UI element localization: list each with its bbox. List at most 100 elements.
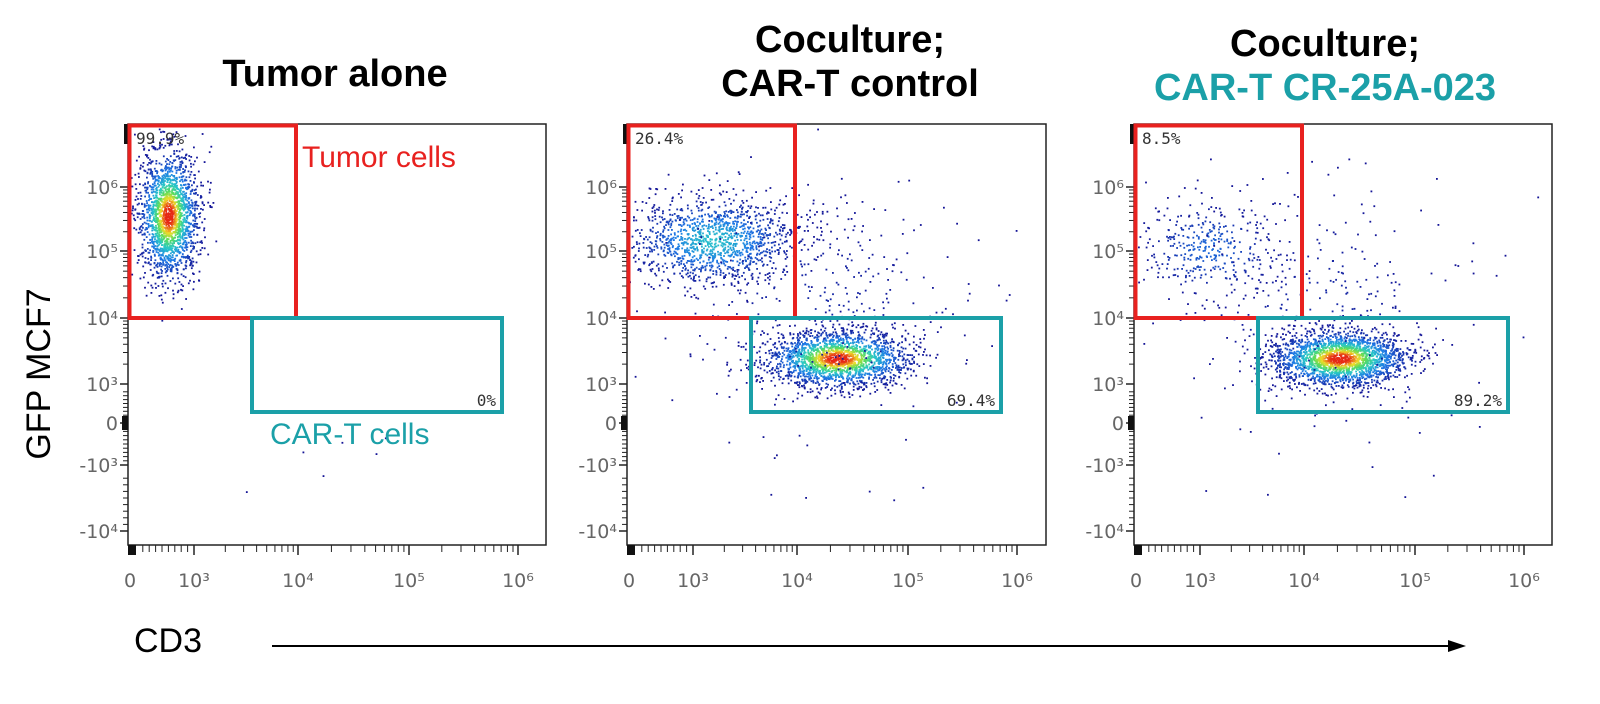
event-dot [732,256,735,258]
event-dot [751,272,754,275]
event-dot [784,258,787,260]
event-dot [912,370,915,373]
event-dot [144,186,146,189]
event-dot [776,354,779,357]
event-dot [177,155,180,157]
event-dot [170,258,172,261]
event-dot [758,224,761,227]
event-dot [208,151,211,154]
event-dot [708,215,711,217]
event-dot [877,348,880,350]
event-dot [764,279,767,282]
event-dot [154,240,156,243]
event-dot [761,260,764,263]
event-dot [184,219,186,221]
event-dot [188,204,191,207]
event-dot [172,186,175,188]
event-dot [860,340,863,343]
event-dot [199,249,202,252]
event-dot [752,231,754,234]
event-dot [187,257,189,260]
event-dot [673,213,676,215]
event-dot [803,357,806,360]
event-dot [176,224,178,227]
event-dot [182,255,185,258]
event-dot [855,371,857,374]
event-dot [704,269,707,272]
event-dot [885,334,888,337]
event-dot [184,178,186,181]
event-dot [146,248,149,250]
event-dot [182,200,185,202]
event-dot [648,197,651,199]
event-dot [642,261,645,264]
event-dot [159,248,161,251]
event-dot [683,241,686,244]
event-dot [775,231,777,234]
event-dot [766,212,768,215]
event-dot [149,204,151,207]
event-dot [822,361,824,364]
event-dot [769,361,772,363]
event-dot [717,250,719,253]
event-dot [160,294,163,297]
event-dot [749,253,751,255]
event-dot [176,233,179,235]
event-dot [169,232,172,235]
event-dot [762,342,764,345]
event-dot [831,345,834,348]
event-dot [185,158,187,160]
event-dot [193,223,196,225]
event-dot [188,155,191,157]
event-dot [160,223,163,226]
event-dot [164,200,167,203]
event-dot [722,223,725,226]
event-dot [155,214,157,217]
event-dot [684,218,687,220]
event-dot [678,257,681,260]
event-dot [164,247,167,250]
event-dot [864,372,867,375]
event-dot [169,155,172,158]
event-dot [161,177,163,180]
event-dot [190,212,193,214]
event-dot [141,210,144,212]
event-dot [758,253,761,256]
event-dot [882,383,885,386]
event-dot [859,376,862,379]
event-dot [822,369,824,372]
event-dot [157,244,160,247]
event-dot [825,367,827,370]
event-dot [681,239,684,241]
event-dot [166,257,169,260]
event-dot [677,215,680,217]
event-dot [732,188,735,190]
event-dot [889,371,892,374]
event-dot [159,222,162,225]
panel-2-title-line-2: CAR-T control [721,63,979,105]
event-dot [869,352,871,354]
event-dot [203,229,205,232]
event-dot [152,250,155,252]
event-dot [174,186,177,188]
event-dot [698,195,701,197]
event-dot [826,223,829,226]
event-dot [200,208,202,210]
event-dot [670,238,672,240]
event-dot [155,232,158,235]
event-dot [709,276,712,279]
event-dot [178,224,180,226]
event-dot [662,212,664,215]
event-dot [817,377,820,380]
event-dot [882,352,885,355]
event-dot [134,173,137,176]
event-dot [723,201,726,204]
event-dot [838,323,841,326]
event-dot [843,333,846,336]
event-dot [835,358,837,361]
event-dot [817,338,820,341]
event-dot [159,247,162,250]
event-dot [686,247,689,250]
event-dot [690,277,693,280]
event-dot [870,359,872,362]
